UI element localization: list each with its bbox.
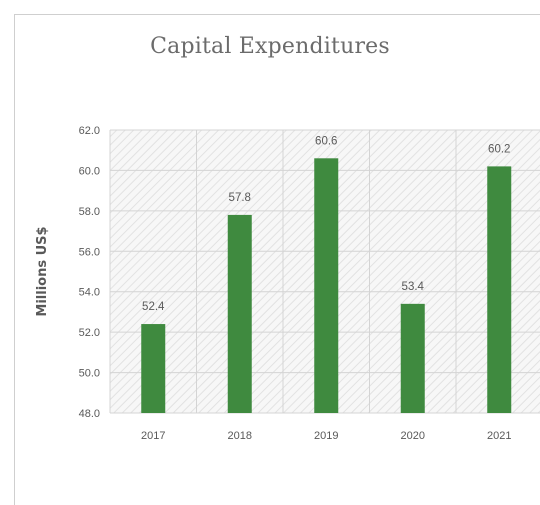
y-tick-label: 52.0 bbox=[79, 327, 100, 339]
x-tick-label-2021: 2021 bbox=[487, 430, 511, 442]
data-label-2017: 52.4 bbox=[142, 301, 165, 313]
y-axis-title: Millions US$ bbox=[35, 226, 50, 316]
y-tick-label: 50.0 bbox=[79, 368, 100, 380]
bar-2017 bbox=[141, 324, 166, 413]
y-tick-label: 48.0 bbox=[79, 408, 100, 420]
y-tick-label: 58.0 bbox=[79, 206, 100, 218]
data-label-2018: 57.8 bbox=[229, 192, 251, 204]
data-labels: 52.4 57.8 60.6 53.4 60.2 bbox=[142, 135, 510, 313]
y-tick-label: 54.0 bbox=[79, 287, 100, 299]
data-label-2021: 60.2 bbox=[488, 143, 510, 155]
bar-2020 bbox=[400, 303, 425, 413]
data-label-2019: 60.6 bbox=[315, 135, 337, 147]
y-tick-label: 60.0 bbox=[79, 165, 100, 177]
x-tick-label-2020: 2020 bbox=[401, 430, 425, 442]
x-tick-label-2017: 2017 bbox=[141, 430, 165, 442]
data-label-2020: 53.4 bbox=[402, 281, 425, 293]
y-tick-label: 56.0 bbox=[79, 246, 100, 258]
bar-chart: 52.4 57.8 60.6 53.4 60.2 48.0 50.0 52.0 54.0 56.… bbox=[35, 125, 540, 442]
y-tick-label: 62.0 bbox=[79, 125, 100, 137]
bar-2021 bbox=[487, 166, 512, 413]
x-axis-ticks: 2017 2018 2019 2020 2021 bbox=[141, 430, 511, 442]
chart-title: Capital Expenditures bbox=[150, 34, 390, 59]
x-tick-label-2018: 2018 bbox=[228, 430, 252, 442]
x-tick-label-2019: 2019 bbox=[314, 430, 338, 442]
bar-2018 bbox=[227, 214, 252, 413]
y-axis-ticks: 48.0 50.0 52.0 54.0 56.0 58.0 60.0 62.0 bbox=[79, 125, 100, 420]
bars bbox=[141, 158, 512, 413]
bar-2019 bbox=[314, 158, 339, 413]
